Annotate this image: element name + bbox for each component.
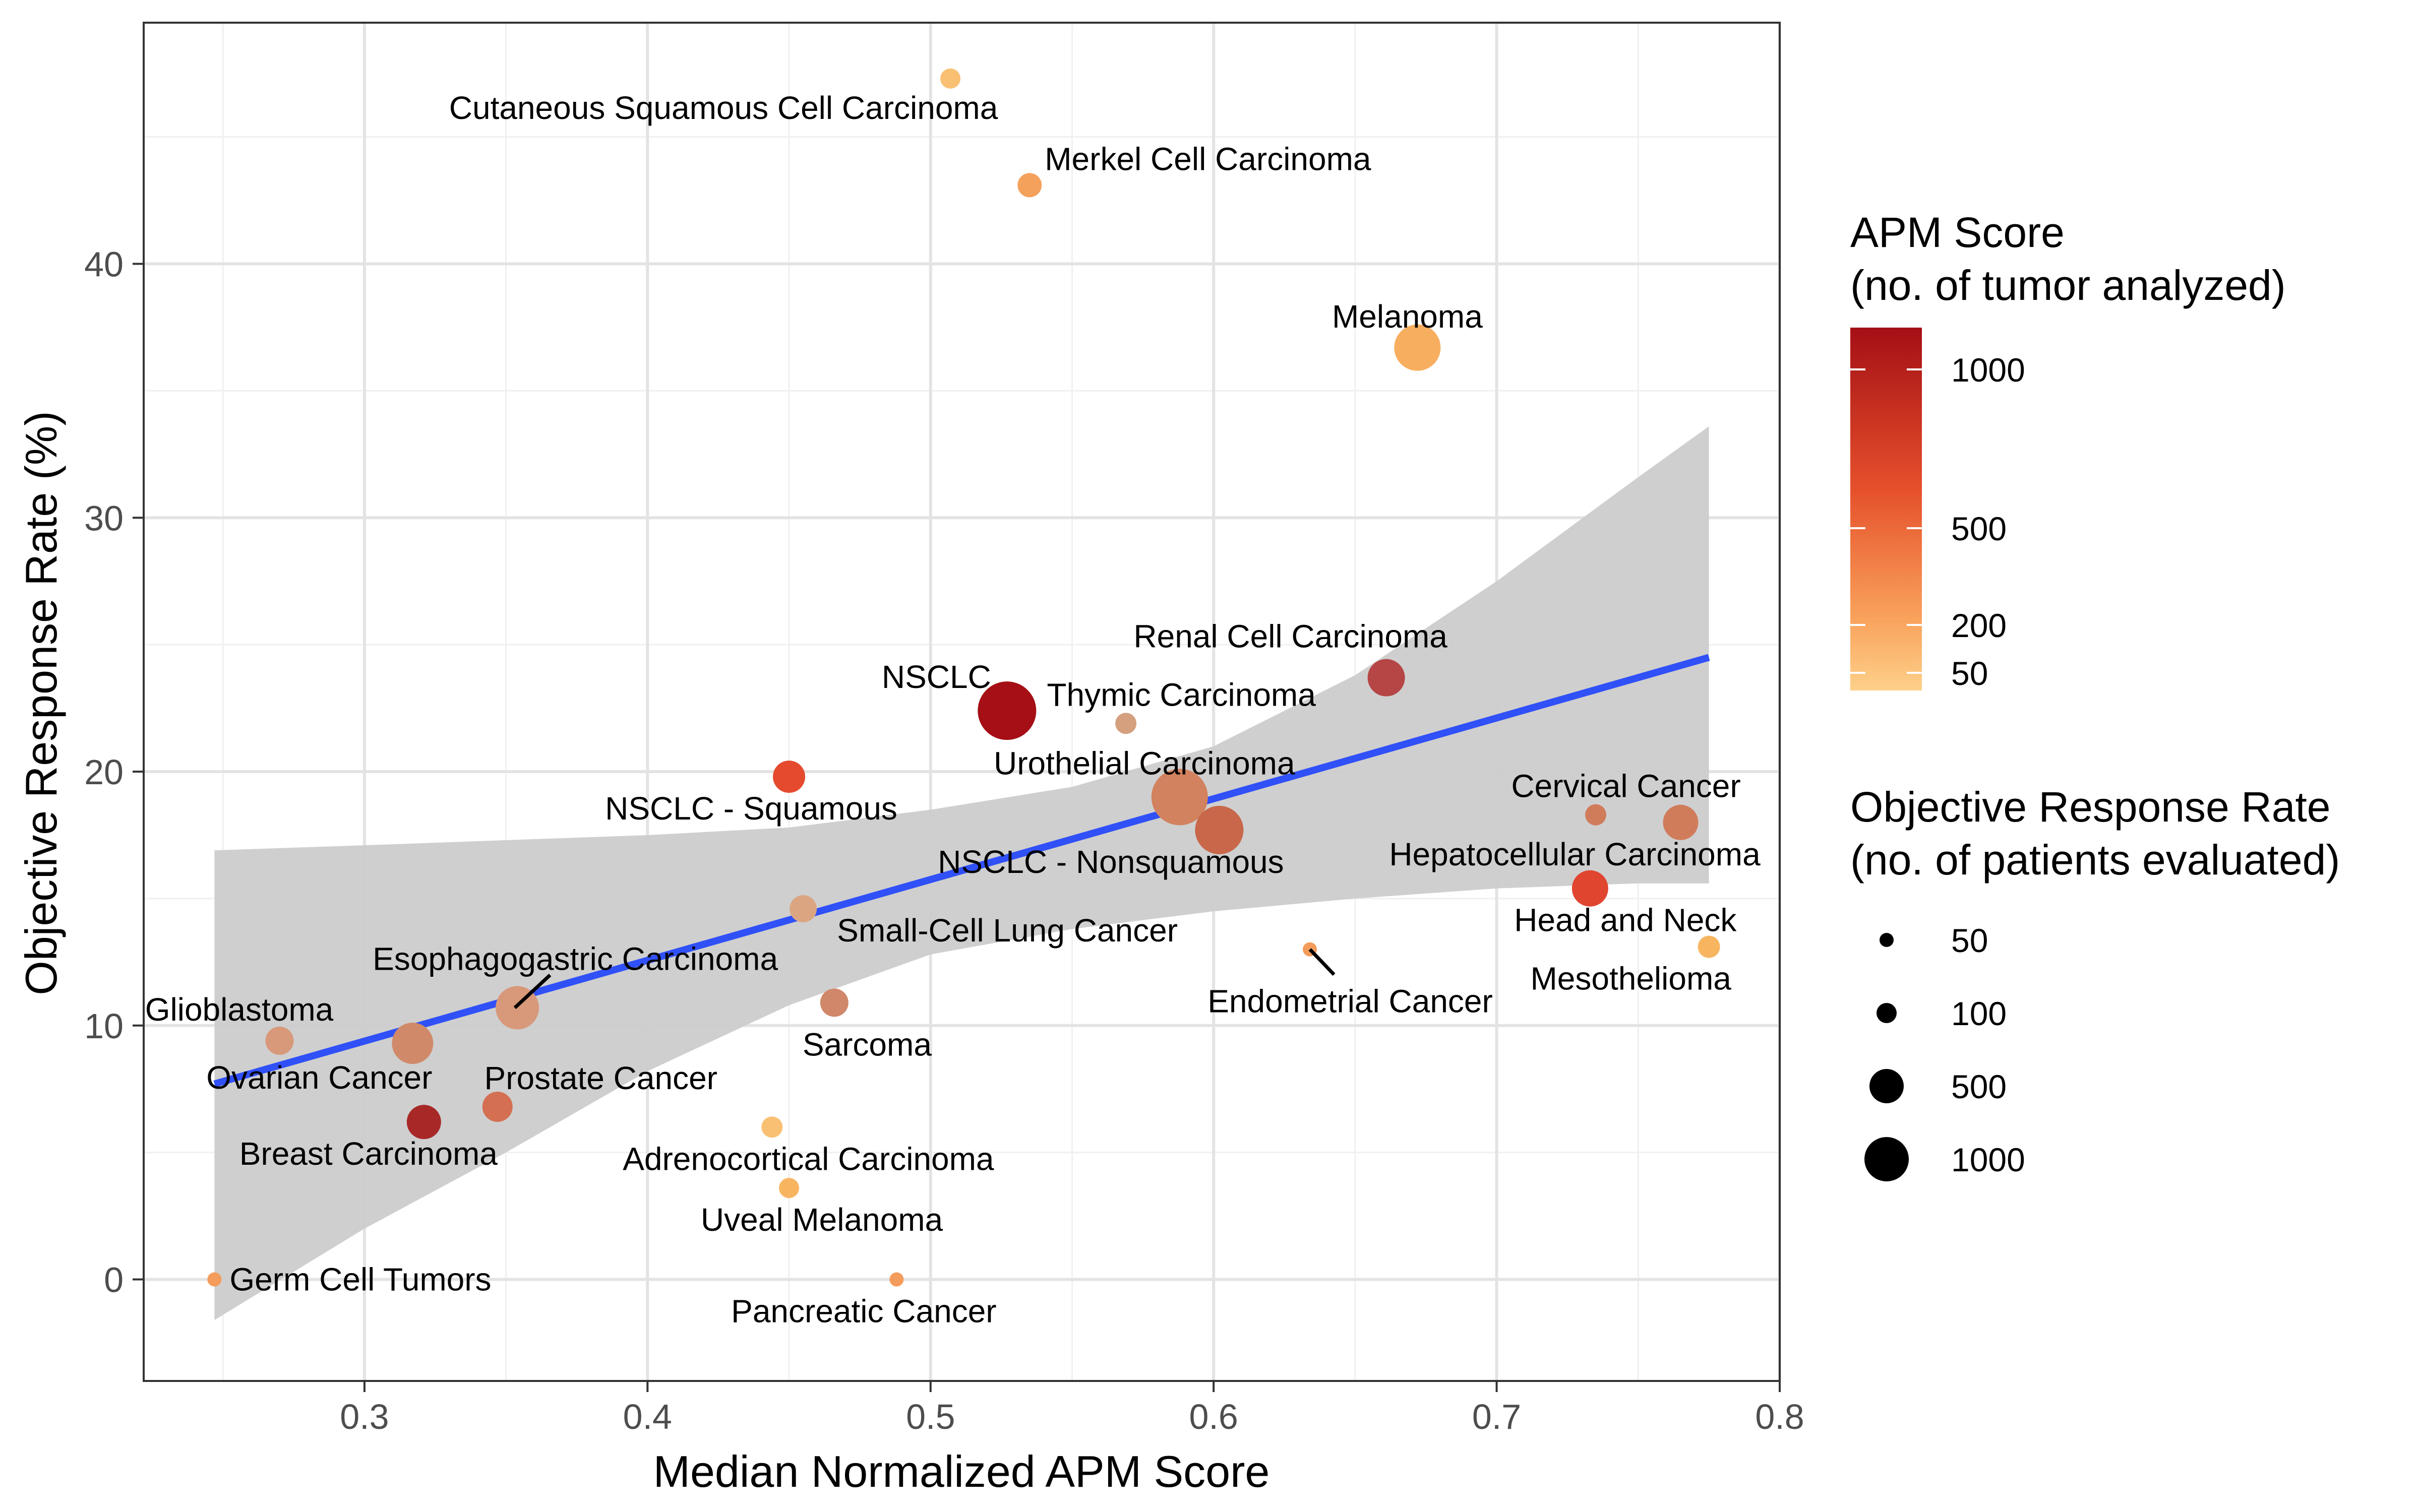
size-legend-label: 50 (1951, 922, 1988, 959)
data-point (406, 1105, 441, 1140)
leader-line (513, 973, 552, 1010)
point-labels-layer: Cutaneous Squamous Cell Carcinoma Merkel … (145, 90, 1761, 1330)
data-point (1585, 804, 1607, 826)
trend-line-layer (213, 654, 1710, 1088)
point-label: Prostate Cancer (485, 1060, 717, 1096)
size-legend-label: 500 (1951, 1068, 2007, 1105)
x-tick-label: 0.8 (1755, 1397, 1804, 1436)
data-point (889, 1272, 904, 1287)
y-tick-label: 0 (104, 1261, 124, 1300)
data-point (761, 1116, 783, 1138)
x-tick-label: 0.6 (1189, 1397, 1238, 1436)
data-point (1663, 804, 1699, 840)
x-tick-label: 0.7 (1472, 1397, 1521, 1436)
point-label: Endometrial Cancer (1207, 983, 1493, 1020)
x-tick-label: 0.3 (340, 1397, 389, 1436)
leader-line (1308, 948, 1336, 976)
point-label: Sarcoma (803, 1026, 932, 1062)
point-label: Hepatocellular Carcinoma (1389, 836, 1761, 872)
point-label: Uveal Melanoma (701, 1202, 943, 1238)
data-point (1151, 769, 1208, 826)
size-legend-label: 100 (1951, 995, 2007, 1032)
size-legend-dot (1864, 1137, 1909, 1181)
color-legend-label: 50 (1951, 655, 1988, 692)
data-point (207, 1272, 222, 1287)
data-point (1017, 173, 1042, 198)
data-point (779, 1178, 800, 1199)
color-legend-gradient-bar (1850, 328, 1922, 690)
point-label: Urothelial Carcinoma (994, 745, 1295, 781)
point-label: NSCLC (882, 659, 991, 695)
point-label: Cutaneous Squamous Cell Carcinoma (449, 90, 998, 126)
x-axis-title: Median Normalized APM Score (653, 1446, 1270, 1496)
y-tick-label: 40 (84, 245, 124, 284)
size-legend-title-line2: (no. of patients evaluated) (1850, 836, 2340, 884)
point-label: Mesothelioma (1530, 961, 1731, 997)
data-point (1115, 713, 1137, 734)
data-point (265, 1026, 294, 1055)
data-point (1571, 870, 1608, 907)
color-legend: APM Score (no. of tumor analyzed) 1000 50… (1850, 209, 2286, 692)
data-point (940, 68, 961, 89)
color-legend-label: 1000 (1951, 351, 2025, 389)
point-label: Germ Cell Tumors (229, 1262, 491, 1298)
data-point (392, 1023, 434, 1064)
data-point (820, 988, 849, 1017)
point-label: Glioblastoma (145, 991, 334, 1028)
point-label: Esophagogastric Carcinoma (373, 941, 778, 977)
point-label: Cervical Cancer (1511, 768, 1740, 804)
point-label: NSCLC - Nonsquamous (938, 844, 1284, 880)
size-legend-dot (1869, 1069, 1904, 1103)
y-axis-title: Objective Response Rate (%) (16, 411, 66, 995)
color-legend-label: 200 (1951, 607, 2007, 644)
data-point (1394, 324, 1441, 371)
point-label: NSCLC - Squamous (605, 790, 897, 827)
size-legend-title-line1: Objective Response Rate (1850, 783, 2331, 831)
y-axis: 0 10 20 30 40 (84, 245, 144, 1300)
data-point (978, 681, 1037, 740)
point-label: Adrenocortical Carcinoma (623, 1141, 994, 1177)
point-label: Melanoma (1332, 298, 1483, 335)
data-point (1195, 805, 1244, 854)
size-legend-dot (1880, 933, 1894, 947)
points-layer (207, 68, 1720, 1287)
size-legend-label: 1000 (1951, 1141, 2025, 1178)
size-legend: Objective Response Rate (no. of patients… (1850, 783, 2340, 1181)
data-point (1698, 935, 1720, 958)
color-legend-title-line2: (no. of tumor analyzed) (1850, 262, 2286, 309)
data-point (773, 761, 806, 793)
point-label: Breast Carcinoma (239, 1136, 498, 1172)
size-legend-dot (1877, 1003, 1897, 1023)
point-label: Thymic Carcinoma (1047, 676, 1316, 713)
plot-panel-border (143, 22, 1781, 1382)
data-point (482, 1091, 513, 1122)
data-point (790, 895, 817, 923)
y-tick-label: 20 (84, 752, 124, 792)
regression-line (213, 654, 1710, 1088)
point-label: Head and Neck (1514, 902, 1737, 938)
point-label: Pancreatic Cancer (731, 1293, 996, 1330)
color-legend-label: 500 (1951, 510, 2007, 547)
x-tick-label: 0.5 (906, 1397, 955, 1436)
y-tick-label: 10 (84, 1006, 124, 1046)
point-label: Merkel Cell Carcinoma (1045, 141, 1371, 177)
data-point (1367, 659, 1405, 697)
x-axis: 0.3 0.4 0.5 0.6 0.7 0.8 (340, 1381, 1804, 1436)
color-legend-title-line1: APM Score (1850, 209, 2065, 256)
y-tick-label: 30 (84, 498, 124, 538)
point-label: Ovarian Cancer (206, 1059, 432, 1096)
x-tick-label: 0.4 (623, 1397, 672, 1436)
point-label: Small-Cell Lung Cancer (837, 912, 1178, 949)
point-label: Renal Cell Carcinoma (1133, 618, 1447, 655)
